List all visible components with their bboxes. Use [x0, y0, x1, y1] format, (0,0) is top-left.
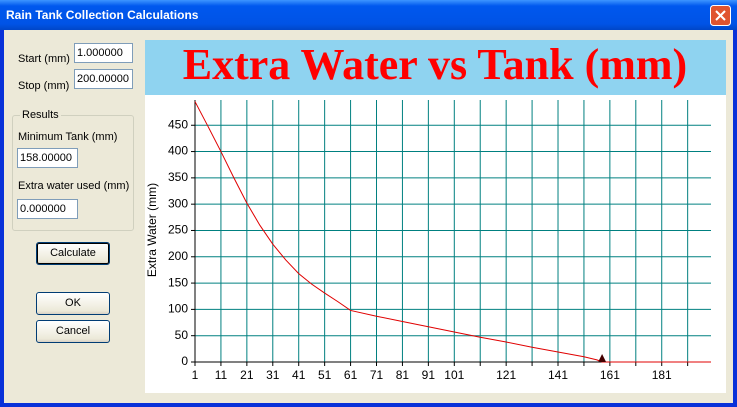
stop-label: Stop (mm): [18, 80, 70, 92]
results-group: [12, 115, 134, 231]
chart: Extra Water vs Tank (mm) Extra Water (mm…: [145, 40, 726, 393]
title-band: [145, 40, 726, 95]
y-tick-label: 400: [168, 144, 188, 158]
extra-label: Extra water used (mm): [18, 180, 130, 192]
x-tick-label: 1: [192, 368, 199, 382]
y-tick-label: 350: [168, 170, 188, 184]
results-label: Results: [20, 109, 61, 121]
x-tick-label: 11: [215, 368, 228, 382]
y-axis-label: Extra Water (mm): [145, 183, 159, 277]
start-label: Start (mm): [18, 53, 70, 65]
x-tick-label: 161: [600, 368, 620, 382]
x-tick-label: 101: [444, 368, 464, 382]
x-tick-label: 61: [344, 368, 358, 382]
x-tick-label: 41: [292, 368, 306, 382]
title-bar: Rain Tank Collection Calculations: [0, 0, 737, 30]
x-tick-label: 121: [496, 368, 516, 382]
x-tick-label: 31: [266, 368, 280, 382]
y-tick-label: 100: [168, 302, 188, 316]
ok-button[interactable]: OK: [36, 292, 110, 315]
y-tick-label: 250: [168, 223, 188, 237]
y-tick-label: 0: [181, 354, 188, 368]
y-tick-label: 450: [168, 117, 188, 131]
y-tick-label: 200: [168, 249, 188, 263]
chart-background: [145, 40, 726, 393]
min-tank-marker: [598, 354, 607, 362]
window-title: Rain Tank Collection Calculations: [6, 8, 199, 22]
calculate-button[interactable]: Calculate: [36, 242, 110, 265]
chart-title: Extra Water vs Tank (mm): [183, 40, 687, 89]
close-button[interactable]: [710, 5, 731, 26]
start-input[interactable]: 1.000000: [74, 43, 133, 63]
x-tick-label: 81: [396, 368, 410, 382]
dialog-body: Start (mm) 1.000000 Stop (mm) 200.00000 …: [4, 30, 733, 403]
min-tank-input[interactable]: 158.00000: [17, 148, 78, 168]
stop-input[interactable]: 200.00000: [74, 69, 133, 89]
y-tick-label: 150: [168, 275, 188, 289]
x-tick-label: 21: [240, 368, 254, 382]
extra-input[interactable]: 0.000000: [17, 199, 78, 219]
x-tick-label: 71: [370, 368, 384, 382]
x-tick-label: 51: [318, 368, 332, 382]
y-tick-label: 300: [168, 196, 188, 210]
cancel-button[interactable]: Cancel: [36, 320, 110, 343]
x-tick-label: 181: [652, 368, 672, 382]
y-tick-label: 50: [175, 328, 189, 342]
min-tank-label: Minimum Tank (mm): [18, 131, 118, 143]
x-tick-label: 91: [422, 368, 436, 382]
x-tick-label: 141: [548, 368, 568, 382]
